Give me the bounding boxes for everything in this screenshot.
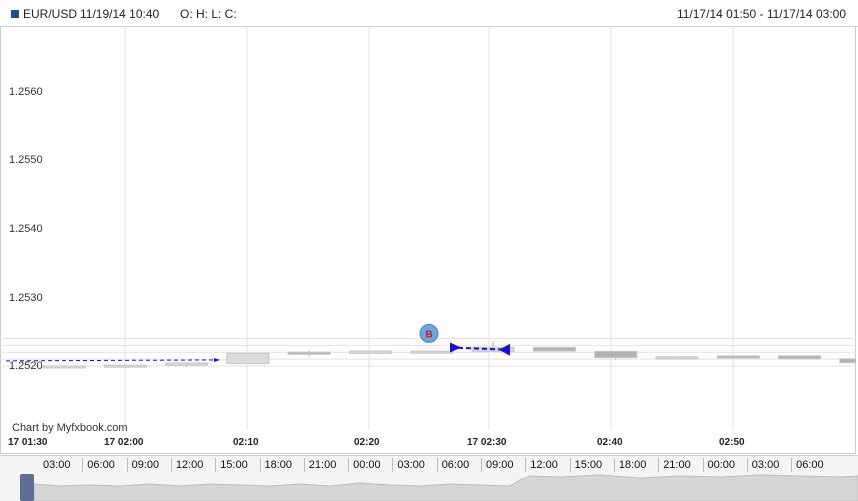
candle-body — [594, 350, 638, 359]
chart-header: EUR/USD 11/19/14 10:40 O: H: L: C: 11/17… — [0, 0, 858, 27]
navigator-time-label: 21:00 — [308, 459, 337, 471]
navigator-time-label: 12:00 — [530, 459, 558, 471]
y-tick-label: 1.2540 — [9, 223, 43, 235]
y-tick-label: 1.2560 — [9, 86, 43, 98]
navigator-time-label: 09:00 — [131, 459, 160, 471]
trade-entry-arrow-icon — [450, 342, 461, 353]
navigator-time-label: 03:00 — [751, 459, 780, 471]
navigator-tick — [126, 458, 128, 472]
x-tick-label: 02:50 — [719, 437, 745, 448]
candle-body — [226, 352, 270, 364]
navigator-tick — [569, 458, 571, 472]
navigator-time-label: 06:00 — [796, 459, 824, 471]
chart-credit: Chart by Myfxbook.com — [12, 422, 128, 434]
y-tick-label: 1.2520 — [9, 360, 43, 372]
candlestick-plot[interactable]: B — [0, 26, 856, 430]
candle-body — [655, 356, 699, 360]
x-tick-label: 17 01:30 — [8, 437, 48, 448]
navigator-tick — [746, 458, 748, 472]
navigator-tick — [170, 458, 172, 472]
x-tick-label: 17 02:30 — [467, 437, 507, 448]
ohlc-readout: O: H: L: C: — [180, 7, 237, 21]
x-tick-label: 02:20 — [354, 437, 380, 448]
navigator-time-label: 18:00 — [618, 459, 647, 471]
candle-body — [778, 355, 822, 360]
navigator-time-label: 15:00 — [574, 459, 603, 471]
candle-body — [410, 350, 454, 354]
symbol-label: EUR/USD — [23, 7, 78, 21]
navigator-sparkline — [33, 474, 858, 501]
trade-exit-arrow-icon — [499, 343, 510, 356]
time-navigator[interactable]: 03:00 06:00 09:00 12:00 15:00 18:00 21:00 00:00… — [0, 455, 858, 501]
navigator-time-label: 06:00 — [441, 459, 470, 471]
x-tick-label: 02:10 — [233, 437, 259, 448]
navigator-drag-handle[interactable] — [20, 474, 34, 501]
navigator-tick — [658, 458, 660, 472]
navigator-tick — [702, 458, 704, 472]
navigator-tick — [215, 458, 217, 472]
navigator-time-label: 00:00 — [353, 459, 381, 471]
navigator-tick — [259, 458, 261, 472]
x-tick-label: 02:40 — [597, 437, 623, 448]
navigator-tick — [613, 458, 615, 472]
range-label: 11/17/14 01:50 - 11/17/14 03:00 — [676, 7, 846, 21]
trade-line-left — [5, 359, 217, 362]
candle-body — [716, 355, 760, 359]
buy-marker-icon — [419, 323, 439, 343]
navigator-time-label: 12:00 — [175, 459, 204, 471]
symbol-square-icon — [11, 10, 19, 18]
candle-body — [287, 351, 331, 355]
navigator-tick — [525, 458, 527, 472]
navigator-time-label: 03:00 — [43, 459, 71, 471]
navigator-time-label: 21:00 — [663, 459, 691, 471]
navigator-time-label: 03:00 — [397, 459, 425, 471]
candle-body — [165, 362, 209, 366]
navigator-tick — [82, 458, 84, 472]
navigator-time-label: 06:00 — [87, 459, 115, 471]
datetime-label: 11/19/14 10:40 — [80, 7, 160, 21]
navigator-time-label: 00:00 — [707, 459, 736, 471]
candle-body — [532, 346, 576, 352]
navigator-tick — [791, 458, 793, 472]
navigator-tick — [303, 458, 305, 472]
navigator-time-label: 18:00 — [264, 459, 293, 471]
candle-body — [349, 350, 392, 354]
navigator-tick — [392, 458, 394, 472]
candle-body — [839, 358, 856, 364]
navigator-tick — [348, 458, 350, 472]
trade-line-end-marker — [214, 357, 220, 362]
navigator-tick — [436, 458, 438, 472]
candle-body — [42, 365, 86, 369]
x-tick-label: 17 02:00 — [104, 437, 144, 448]
buy-marker-label: B — [425, 329, 432, 340]
candle-body — [103, 364, 147, 368]
navigator-time-label: 09:00 — [486, 459, 514, 471]
y-tick-label: 1.2530 — [9, 292, 43, 304]
navigator-time-label: 15:00 — [220, 459, 248, 471]
navigator-tick — [481, 458, 482, 472]
y-tick-label: 1.2550 — [9, 154, 43, 166]
